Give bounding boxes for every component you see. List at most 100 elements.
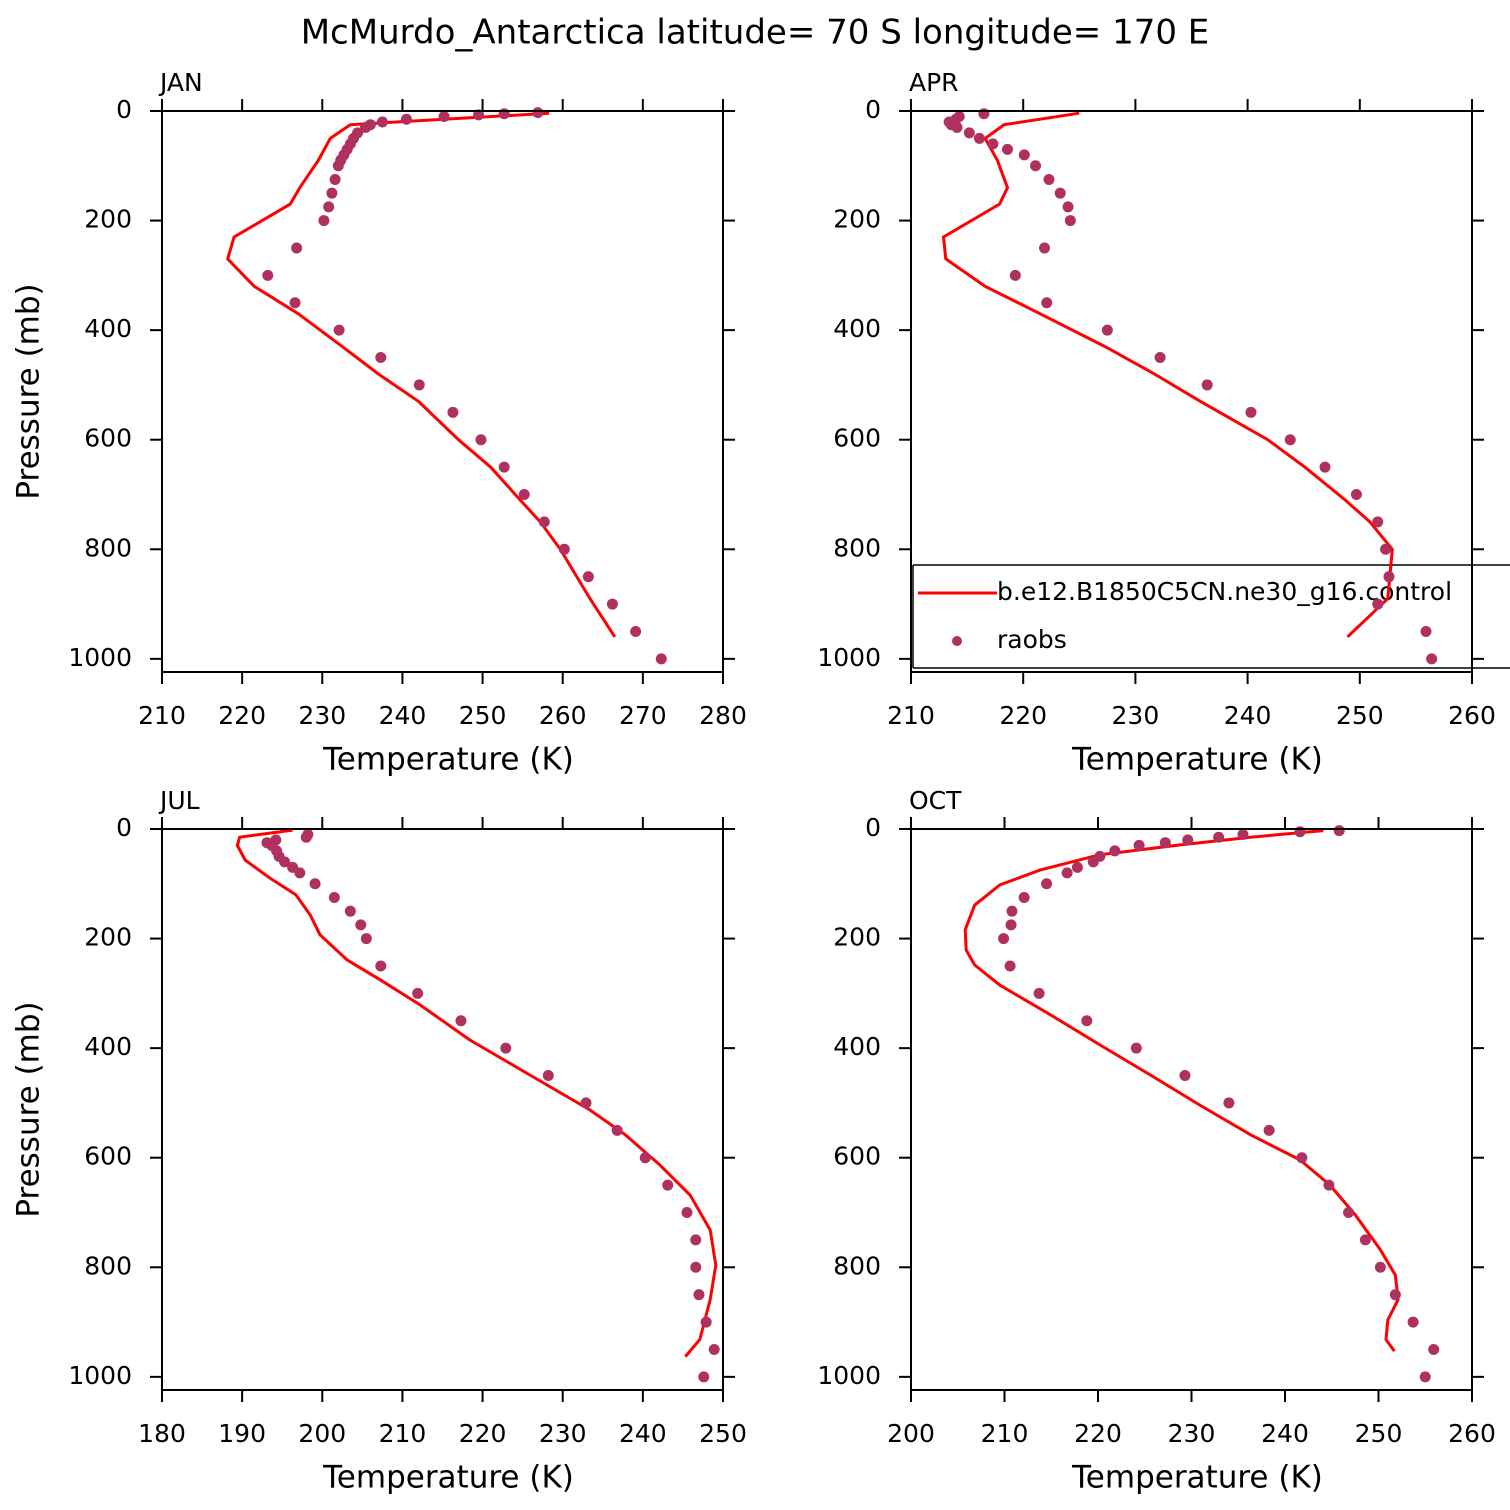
obs-point (963, 127, 975, 139)
x-tick-label: 270 (619, 701, 667, 730)
obs-point (1033, 987, 1045, 999)
obs-point (1296, 1152, 1308, 1164)
obs-point (1179, 1070, 1191, 1082)
obs-point (1372, 598, 1384, 610)
panel-label: JAN (158, 68, 203, 97)
obs-point (1359, 1234, 1371, 1246)
x-tick-label: 250 (699, 1419, 747, 1448)
obs-point (1319, 461, 1331, 473)
obs-point (1182, 834, 1194, 846)
x-tick-label: 250 (1336, 701, 1384, 730)
obs-point (1245, 406, 1257, 418)
x-tick-label: 230 (1168, 1419, 1216, 1448)
obs-point (412, 987, 424, 999)
x-axis-label: Temperature (K) (1071, 1460, 1323, 1496)
obs-point (1263, 1124, 1275, 1136)
y-tick-label: 0 (116, 813, 132, 842)
panel: JAN 210 220 230 240 250 260 270 280 0 200 400 600 800… (11, 68, 747, 778)
x-tick-label: 240 (379, 701, 427, 730)
legend-label: raobs (997, 625, 1067, 654)
obs-point (1109, 845, 1121, 857)
plot-frame (910, 828, 1473, 1391)
legend-swatch (952, 636, 962, 646)
obs-point (1062, 201, 1074, 213)
x-tick-label: 240 (1224, 701, 1272, 730)
x-tick-label: 230 (539, 1419, 587, 1448)
y-tick-label: 1000 (817, 643, 881, 672)
obs-point (400, 113, 412, 125)
y-axis-label: Pressure (mb) (11, 1001, 47, 1217)
y-tick-label: 600 (84, 1142, 132, 1171)
obs-point (1419, 1371, 1431, 1383)
obs-point (1039, 242, 1051, 254)
profile-line (226, 111, 617, 638)
obs-point (1374, 1261, 1386, 1273)
obs-point (360, 933, 372, 945)
obs-point (580, 1097, 592, 1109)
obs-point (376, 116, 388, 128)
obs-point (500, 1042, 512, 1054)
obs-point (953, 110, 965, 122)
obs-point (1064, 215, 1076, 227)
obs-point (690, 1261, 702, 1273)
y-tick-label: 600 (84, 424, 132, 453)
obs-point (1333, 825, 1345, 837)
y-tick-label: 400 (833, 1032, 881, 1061)
x-tick-label: 230 (298, 701, 346, 730)
y-tick-label: 0 (865, 813, 881, 842)
obs-point (708, 1343, 720, 1355)
obs-point (270, 834, 282, 846)
y-tick-label: 1000 (817, 1361, 881, 1390)
panel: JUL 180 190 200 210 220 230 240 250 0 200 400 600 800… (11, 786, 747, 1496)
obs-point (1213, 831, 1225, 843)
obs-point (1018, 149, 1030, 161)
y-tick-label: 200 (833, 205, 881, 234)
x-tick-label: 250 (459, 701, 507, 730)
obs-point (364, 119, 376, 131)
obs-point (413, 379, 425, 391)
x-tick-label: 240 (619, 1419, 667, 1448)
obs-point (1428, 1343, 1440, 1355)
x-tick-label: 250 (1355, 1419, 1403, 1448)
obs-point (1133, 839, 1145, 851)
x-axis-label: Temperature (K) (322, 742, 574, 778)
obs-point (1159, 837, 1171, 849)
obs-point (1389, 1289, 1401, 1301)
y-tick-label: 200 (84, 923, 132, 952)
obs-point (1030, 160, 1042, 172)
obs-point (1284, 434, 1296, 446)
obs-point (1018, 891, 1030, 903)
obs-point (1061, 867, 1073, 879)
obs-point (639, 1152, 651, 1164)
obs-point (498, 108, 510, 120)
y-tick-label: 1000 (68, 1361, 132, 1390)
obs-point (1294, 826, 1306, 838)
obs-point (1154, 352, 1166, 364)
obs-point (987, 138, 999, 150)
figure-title: McMurdo_Antarctica latitude= 70 S longit… (301, 13, 1210, 53)
obs-point (1372, 516, 1384, 528)
obs-point (1043, 173, 1055, 185)
obs-point (375, 352, 387, 364)
panel-label: OCT (909, 786, 962, 815)
obs-point (261, 837, 273, 849)
obs-point (681, 1206, 693, 1218)
obs-point (1094, 850, 1106, 862)
x-tick-label: 260 (1448, 701, 1496, 730)
obs-point (1426, 653, 1438, 665)
obs-point (475, 434, 487, 446)
obs-point (1323, 1179, 1335, 1191)
obs-point (532, 107, 544, 119)
profile-line (941, 111, 1394, 638)
obs-point (1054, 187, 1066, 199)
obs-point (558, 543, 570, 555)
obs-point (1407, 1316, 1419, 1328)
obs-point (693, 1289, 705, 1301)
obs-point (455, 1015, 467, 1027)
obs-point (1420, 625, 1432, 637)
obs-point (1041, 878, 1053, 890)
obs-point (1009, 269, 1021, 281)
x-tick-label: 280 (699, 701, 747, 730)
x-axis-label: Temperature (K) (1071, 742, 1323, 778)
x-axis-label: Temperature (K) (322, 1460, 574, 1496)
